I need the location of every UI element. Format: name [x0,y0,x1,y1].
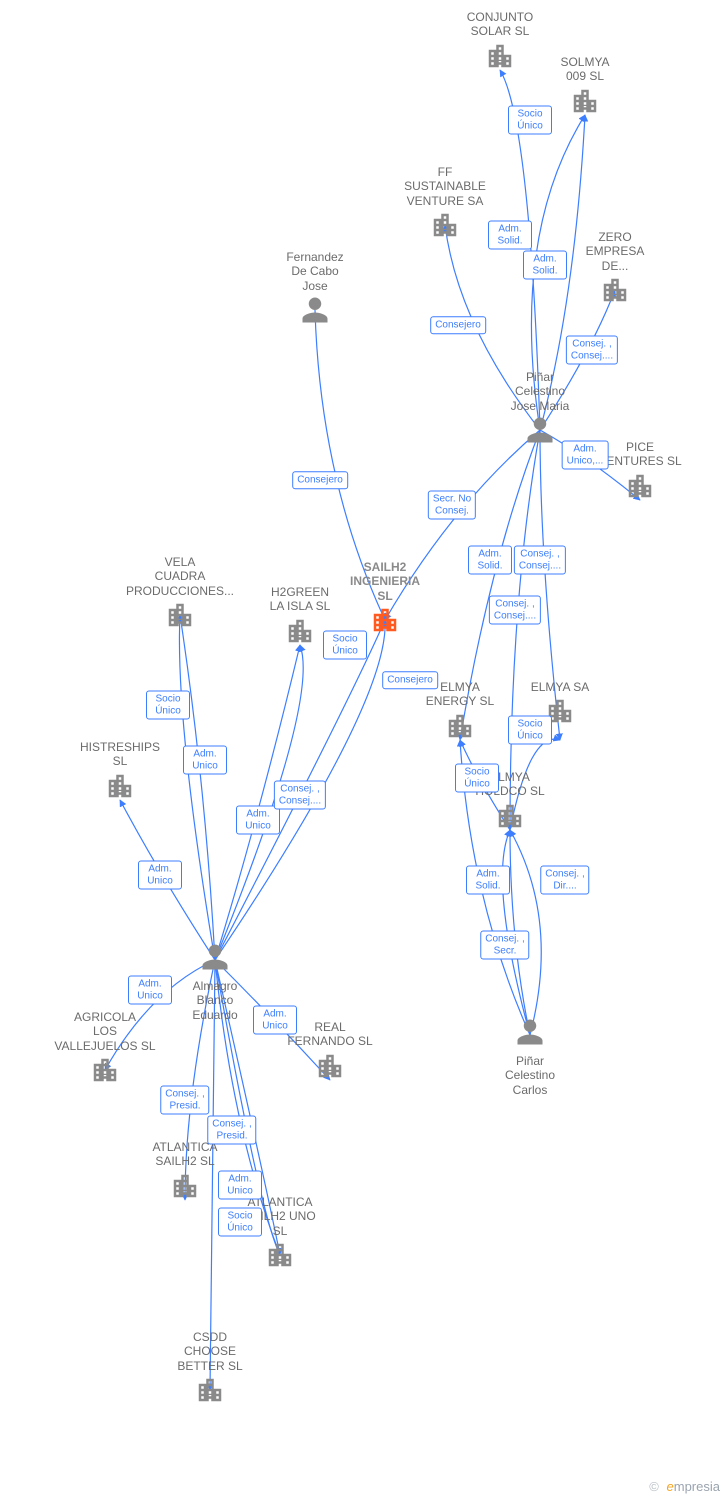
building-icon [450,801,570,836]
brand-rest: mpresia [674,1479,720,1494]
building-icon [580,471,700,506]
node-label: FF SUSTAINABLE VENTURE SA [385,165,505,208]
edge-label: Socio Único [508,716,552,745]
edge-label: Consejero [430,316,486,334]
brand-letter: e [667,1479,674,1494]
node-label: CONJUNTO SOLAR SL [440,10,560,39]
edge-label: Consejero [382,671,438,689]
building-icon [555,275,675,310]
edge-label: Consej. , Presid. [207,1116,256,1145]
node-label: CSDD CHOOSE BETTER SL [150,1330,270,1373]
node-label: Piñar Celestino Carlos [470,1054,590,1097]
edge-label: Socio Único [455,764,499,793]
node-label: HISTRESHIPS SL [60,740,180,769]
edge-label: Adm. Solid. [466,866,510,895]
building-icon [220,1240,340,1275]
edge-label: Consejero [292,471,348,489]
node-fernandez[interactable]: Fernandez De Cabo Jose [255,250,375,332]
node-label: ZERO EMPRESA DE... [555,230,675,273]
node-label: AGRICOLA LOS VALLEJUELOS SL [45,1010,165,1053]
person-icon [155,942,275,977]
building-icon [270,1051,390,1086]
node-label: VELA CUADRA PRODUCCIONES... [120,555,240,598]
building-icon [45,1055,165,1090]
person-icon [255,295,375,330]
edge-label: Consej. , Consej.... [274,781,326,810]
building-icon [120,600,240,635]
node-vela[interactable]: VELA CUADRA PRODUCCIONES... [120,555,240,637]
edge-label: Adm. Solid. [488,221,532,250]
building-icon [385,210,505,245]
edge-label: Secr. No Consej. [428,491,476,520]
edge-label: Consej. , Dir.... [540,866,589,895]
building-icon [150,1375,270,1410]
edge [179,615,215,960]
node-label: ELMYA SA [500,680,620,694]
node-label: SOLMYA 009 SL [525,55,645,84]
edge-label: Consej. , Presid. [160,1086,209,1115]
edge-label: Adm. Solid. [468,546,512,575]
edge-label: Socio Único [323,631,367,660]
node-label: H2GREEN LA ISLA SL [240,585,360,614]
node-pinar_carlos[interactable]: Piñar Celestino Carlos [470,1017,590,1097]
node-label: Piñar Celestino Jose Maria [480,370,600,413]
edge-label: Socio Único [508,106,552,135]
copyright-symbol: © [649,1479,659,1494]
edge-label: Adm. Unico [138,861,182,890]
edge-label: Adm. Unico [218,1171,262,1200]
node-agricola[interactable]: AGRICOLA LOS VALLEJUELOS SL [45,1010,165,1092]
node-csdd[interactable]: CSDD CHOOSE BETTER SL [150,1330,270,1412]
edge-label: Adm. Unico [183,746,227,775]
edge-label: Adm. Unico,... [562,441,609,470]
edge-label: Consej. , Consej.... [514,546,566,575]
edge-label: Consej. , Consej.... [489,596,541,625]
node-ff_sustainable[interactable]: FF SUSTAINABLE VENTURE SA [385,165,505,247]
edge-label: Socio Único [146,691,190,720]
node-histreships[interactable]: HISTRESHIPS SL [60,740,180,808]
edge-label: Adm. Unico [236,806,280,835]
edge-label: Consej. , Consej.... [566,336,618,365]
edge-label: Adm. Solid. [523,251,567,280]
edge-label: Adm. Unico [128,976,172,1005]
node-label: Fernandez De Cabo Jose [255,250,375,293]
node-zero_empresa[interactable]: ZERO EMPRESA DE... [555,230,675,312]
building-icon [60,771,180,806]
edge-label: Adm. Unico [253,1006,297,1035]
edge-label: Socio Único [218,1208,262,1237]
watermark: © empresia [649,1479,720,1494]
person-icon [470,1017,590,1052]
edge-label: Consej. , Secr. [480,931,529,960]
edge [180,615,215,960]
